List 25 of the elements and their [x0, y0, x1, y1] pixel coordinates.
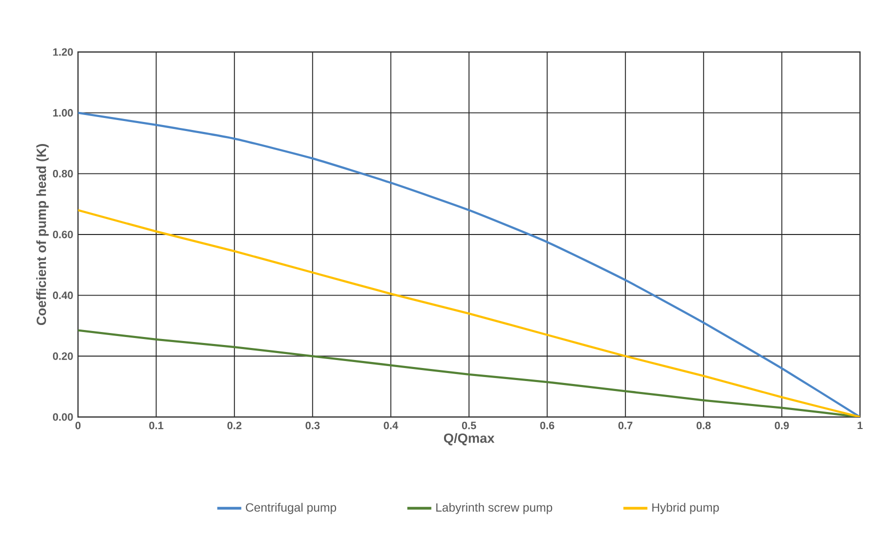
y-tick-label: 0.40 — [52, 292, 73, 300]
y-tick-label: 1.00 — [53, 109, 73, 117]
x-tick-label: 0.7 — [618, 422, 632, 430]
y-axis-title: Coefficient of pump head (K) — [36, 144, 49, 326]
x-tick-label: 0 — [75, 422, 81, 430]
y-tick-label: 0.00 — [52, 413, 73, 421]
x-tick-label: 0.5 — [462, 422, 476, 430]
y-tick-label: 1.20 — [53, 48, 73, 56]
y-tick-label: 0.80 — [52, 170, 73, 178]
x-tick-label: 0.4 — [384, 422, 398, 430]
y-tick-label: 0.60 — [52, 230, 73, 238]
legend-label: Centrifugal pump — [246, 502, 336, 514]
x-axis-title: Q/Qmax — [444, 433, 494, 446]
x-tick-label: 0.1 — [149, 422, 164, 430]
x-tick-label: 0.3 — [306, 422, 320, 430]
line-series — [78, 209, 860, 417]
legend-label: Labyrinth screw pump — [436, 502, 552, 514]
x-tick-label: 0.8 — [696, 422, 711, 430]
x-tick-label: 0.9 — [774, 422, 789, 430]
x-tick-label: 0.2 — [227, 422, 242, 430]
legend-label: Hybrid pump — [652, 502, 719, 514]
x-tick-label: 1 — [858, 422, 863, 430]
x-tick-label: 0.6 — [540, 422, 554, 430]
line-series — [78, 112, 860, 417]
y-tick-label: 0.20 — [52, 352, 73, 360]
